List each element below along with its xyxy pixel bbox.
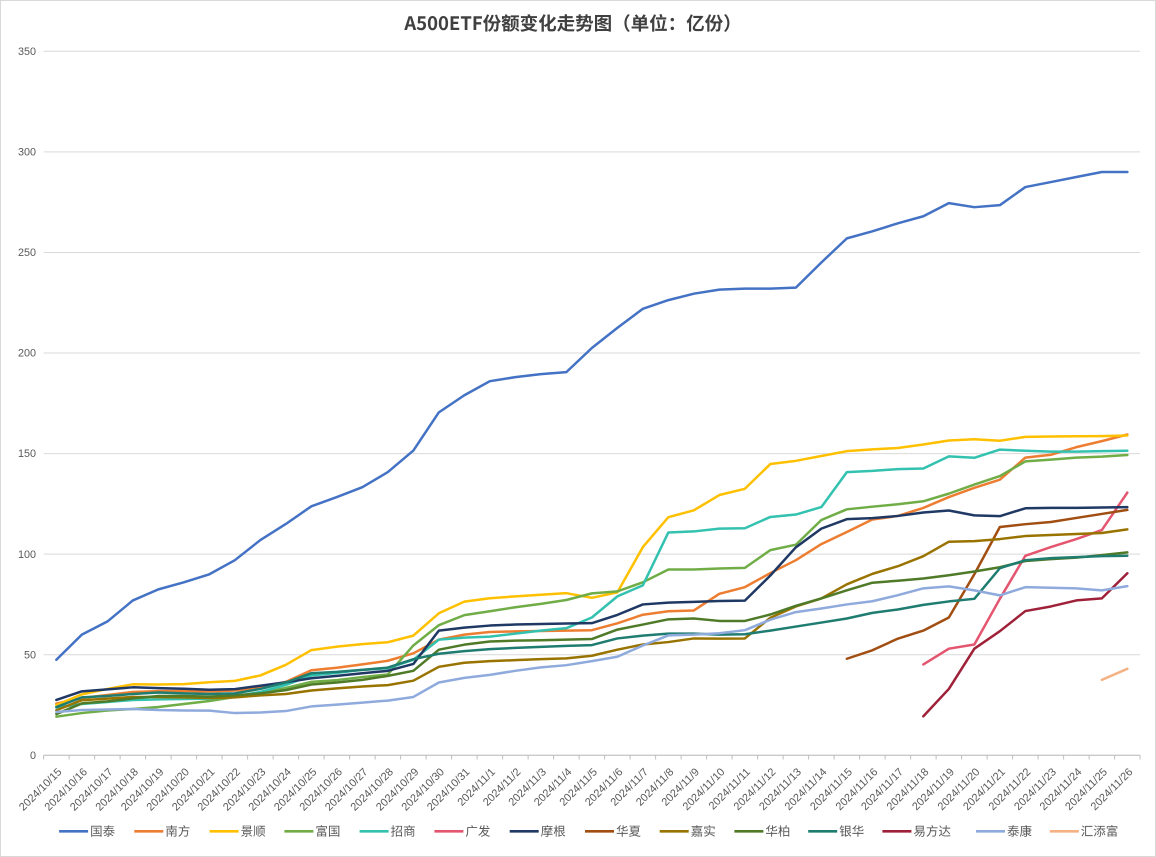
svg-text:300: 300	[18, 146, 36, 158]
svg-text:350: 350	[18, 46, 36, 58]
svg-text:250: 250	[18, 247, 36, 259]
svg-text:150: 150	[18, 448, 36, 460]
svg-text:200: 200	[18, 348, 36, 360]
svg-text:50: 50	[24, 649, 36, 661]
svg-text:0: 0	[30, 750, 36, 762]
svg-text:100: 100	[18, 549, 36, 561]
